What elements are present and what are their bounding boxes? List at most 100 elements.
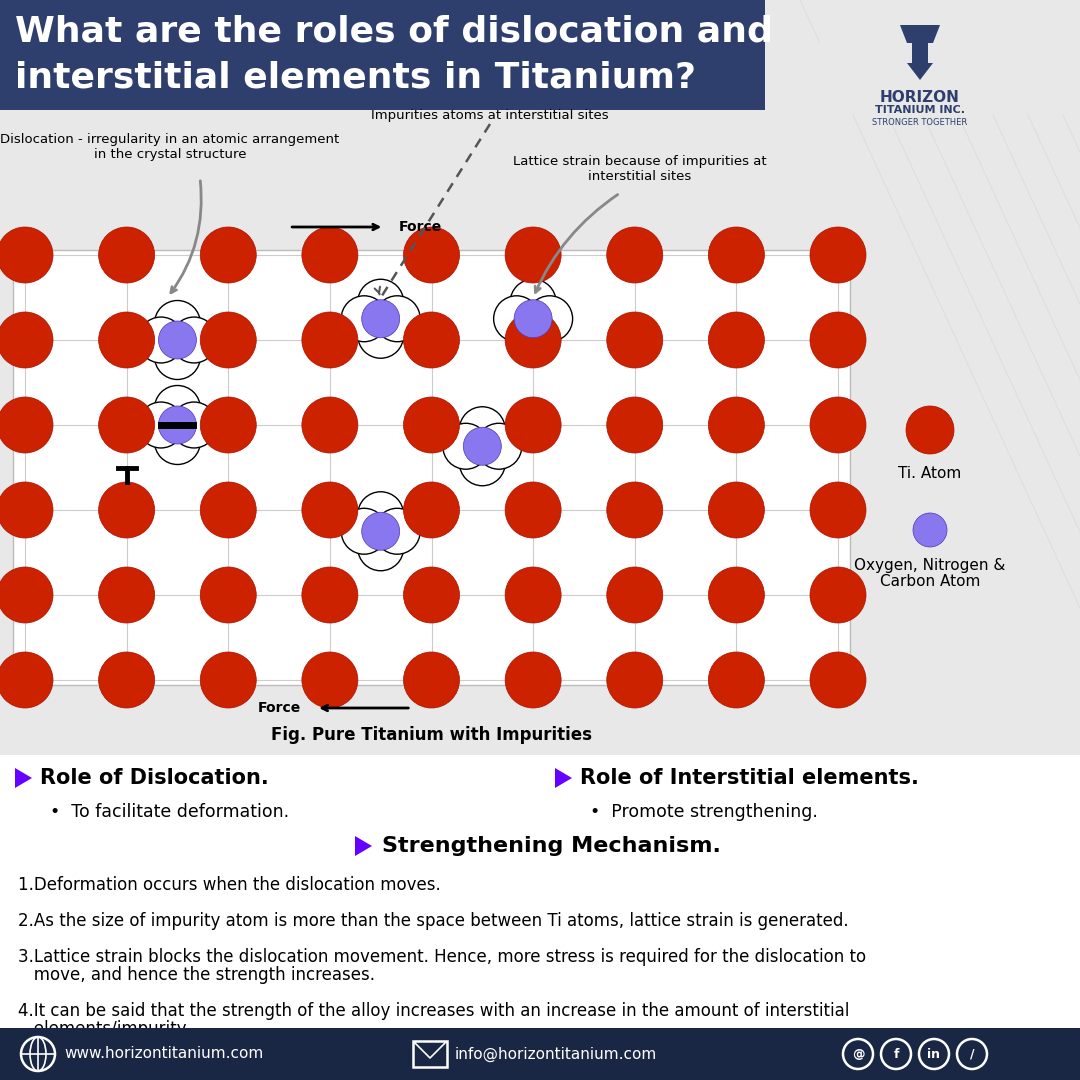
Text: Lattice strain because of impurities at
interstitial sites: Lattice strain because of impurities at …: [513, 156, 767, 183]
Circle shape: [341, 509, 387, 554]
Circle shape: [404, 567, 459, 623]
Circle shape: [200, 227, 256, 283]
Circle shape: [505, 567, 562, 623]
Circle shape: [0, 567, 53, 623]
Text: Oxygen, Nitrogen &: Oxygen, Nitrogen &: [854, 558, 1005, 573]
Circle shape: [302, 567, 357, 623]
Circle shape: [404, 312, 459, 368]
FancyBboxPatch shape: [0, 0, 765, 110]
Circle shape: [154, 386, 201, 431]
Text: •  To facilitate deformation.: • To facilitate deformation.: [50, 804, 289, 821]
Text: 1.Deformation occurs when the dislocation moves.: 1.Deformation occurs when the dislocatio…: [18, 876, 441, 894]
Circle shape: [0, 312, 53, 368]
Circle shape: [98, 397, 154, 453]
Circle shape: [302, 482, 357, 538]
Text: Carbon Atom: Carbon Atom: [880, 573, 981, 589]
Circle shape: [476, 423, 522, 469]
Polygon shape: [900, 25, 940, 43]
Circle shape: [362, 300, 400, 338]
Circle shape: [98, 652, 154, 708]
Circle shape: [459, 440, 505, 486]
FancyBboxPatch shape: [820, 0, 1080, 114]
Circle shape: [404, 397, 459, 453]
Polygon shape: [912, 43, 928, 63]
Circle shape: [200, 397, 256, 453]
Circle shape: [0, 652, 53, 708]
Text: /: /: [970, 1048, 974, 1061]
Circle shape: [0, 482, 53, 538]
Circle shape: [0, 227, 53, 283]
Circle shape: [200, 312, 256, 368]
Polygon shape: [355, 836, 372, 856]
Text: Role of Interstitial elements.: Role of Interstitial elements.: [580, 768, 919, 788]
Circle shape: [810, 312, 866, 368]
Circle shape: [810, 652, 866, 708]
Text: Role of Dislocation.: Role of Dislocation.: [40, 768, 269, 788]
Text: TITANIUM INC.: TITANIUM INC.: [875, 105, 966, 114]
Circle shape: [494, 296, 540, 341]
Polygon shape: [15, 768, 32, 788]
Circle shape: [154, 419, 201, 464]
Circle shape: [514, 300, 552, 338]
Text: HORIZON: HORIZON: [880, 90, 960, 105]
Circle shape: [375, 296, 420, 341]
Circle shape: [505, 227, 562, 283]
Circle shape: [459, 407, 505, 453]
Text: Fig. Pure Titanium with Impurities: Fig. Pure Titanium with Impurities: [271, 726, 592, 744]
Circle shape: [505, 397, 562, 453]
Circle shape: [810, 227, 866, 283]
Text: Force: Force: [400, 220, 443, 234]
Circle shape: [362, 512, 400, 550]
Circle shape: [154, 300, 201, 347]
Text: www.horizontitanium.com: www.horizontitanium.com: [64, 1047, 264, 1062]
Circle shape: [302, 312, 357, 368]
Circle shape: [443, 423, 489, 469]
Circle shape: [510, 312, 556, 359]
Polygon shape: [555, 768, 572, 788]
Circle shape: [708, 312, 765, 368]
Circle shape: [607, 312, 663, 368]
Circle shape: [527, 296, 572, 341]
Circle shape: [607, 567, 663, 623]
Circle shape: [200, 482, 256, 538]
Circle shape: [302, 397, 357, 453]
Text: f: f: [893, 1048, 899, 1061]
Circle shape: [341, 296, 387, 341]
Circle shape: [171, 318, 217, 363]
Circle shape: [200, 567, 256, 623]
Circle shape: [357, 525, 404, 570]
Text: STRONGER TOGETHER: STRONGER TOGETHER: [873, 118, 968, 127]
Circle shape: [357, 312, 404, 359]
Circle shape: [98, 312, 154, 368]
Text: Strengthening Mechanism.: Strengthening Mechanism.: [382, 836, 720, 856]
Circle shape: [510, 280, 556, 325]
Circle shape: [607, 482, 663, 538]
Circle shape: [505, 652, 562, 708]
Circle shape: [708, 397, 765, 453]
Text: interstitial elements in Titanium?: interstitial elements in Titanium?: [15, 60, 696, 95]
Polygon shape: [907, 63, 933, 80]
Circle shape: [505, 482, 562, 538]
Circle shape: [98, 227, 154, 283]
Circle shape: [302, 227, 357, 283]
Circle shape: [607, 227, 663, 283]
Circle shape: [0, 397, 53, 453]
Circle shape: [357, 491, 404, 538]
Circle shape: [708, 567, 765, 623]
Circle shape: [171, 402, 217, 448]
Circle shape: [913, 513, 947, 546]
Circle shape: [463, 428, 501, 465]
Text: 3.Lattice strain blocks the dislocation movement. Hence, more stress is required: 3.Lattice strain blocks the dislocation …: [18, 948, 866, 966]
Circle shape: [154, 334, 201, 379]
Text: •  Promote strengthening.: • Promote strengthening.: [590, 804, 818, 821]
Circle shape: [404, 482, 459, 538]
Text: Ti. Atom: Ti. Atom: [899, 465, 961, 481]
Circle shape: [200, 652, 256, 708]
Circle shape: [138, 318, 184, 363]
FancyBboxPatch shape: [0, 1028, 1080, 1080]
Circle shape: [375, 509, 420, 554]
Text: in: in: [928, 1048, 941, 1061]
Circle shape: [159, 321, 197, 359]
Circle shape: [404, 652, 459, 708]
Text: Force: Force: [258, 701, 301, 715]
